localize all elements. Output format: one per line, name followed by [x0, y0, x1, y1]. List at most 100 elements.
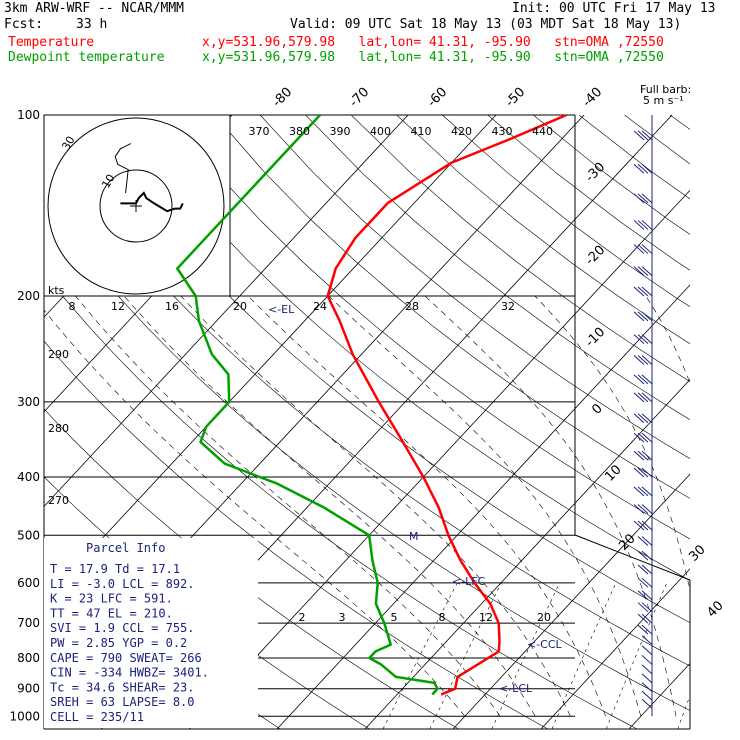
mixing-ratio-line [491, 582, 560, 729]
wind-barb [641, 635, 653, 645]
wind-barb [637, 244, 649, 254]
parcel-info-row: CELL = 235/11 [50, 710, 144, 724]
wind-barb [637, 520, 649, 531]
wind-barb [637, 467, 649, 478]
init-time: Init: 00 UTC Fri 17 May 13 [512, 1, 716, 16]
parcel-info-row: SREH = 63 LAPSE= 8.0 [50, 695, 195, 709]
theta-label-left: 290 [48, 348, 69, 361]
wind-barb [633, 392, 645, 403]
wind-barb [637, 334, 649, 344]
wind-barb [641, 311, 653, 322]
wind-barb [633, 266, 645, 277]
mixing-ratio-label: 5 [391, 611, 398, 624]
isotherm-line [276, 284, 690, 729]
wind-barb [641, 432, 653, 443]
wind-scale-label: 32 [501, 300, 515, 313]
wind-scale-label: 28 [405, 300, 419, 313]
pressure-label: 1000 [9, 709, 40, 723]
hodograph-ring-10 [99, 169, 173, 243]
wind-barb [641, 467, 653, 478]
wind-scale-label: 24 [313, 300, 327, 313]
wind-scale-label: kts [48, 284, 65, 297]
wind-barb [641, 664, 653, 675]
temperature-legend: Temperature [8, 35, 95, 50]
dry-adiabat [259, 115, 690, 460]
isotherm-label: -40 [580, 85, 606, 111]
theta-label: 410 [411, 125, 432, 138]
isotherm-label: -50 [503, 85, 529, 111]
isotherm-line [364, 378, 690, 729]
dry-adiabat [44, 340, 549, 729]
parcel-info-row: T = 17.9 Td = 17.1 [50, 562, 180, 576]
wind-barb [633, 193, 645, 204]
mixing-ratio-label: 12 [479, 611, 493, 624]
wind-barb [641, 130, 653, 141]
mixing-ratio-label: 8 [439, 611, 446, 624]
moist-adiabat [328, 295, 642, 717]
dewpoint-legend: Dewpoint temperature [8, 50, 165, 65]
wind-barb [641, 520, 653, 531]
wind-barb [637, 163, 649, 174]
wind-barb [641, 655, 653, 665]
wind-barb [633, 163, 645, 174]
valid-time: Valid: 09 UTC Sat 18 May 13 (03 MDT Sat … [290, 17, 682, 32]
dry-adiabat [442, 115, 690, 308]
temperature-location: x,y=531.96,579.98 lat,lon= 41.31, -95.90… [202, 35, 664, 50]
hodograph-trace-upper [114, 143, 132, 194]
wind-barb [637, 374, 649, 385]
theta-label-left: 270 [48, 494, 69, 507]
wind-barb [637, 355, 649, 365]
isotherm-label: 30 [686, 542, 708, 564]
forecast-label: Fcst: [4, 17, 44, 32]
wind-barb [641, 355, 653, 365]
pressure-label: 700 [17, 616, 40, 630]
wind-barb [633, 355, 645, 365]
parcel-info-title: Parcel Info [86, 541, 165, 555]
wind-barb [637, 536, 649, 546]
dry-adiabat [396, 115, 690, 345]
parcel-info-row: PW = 2.85 YGP = 0.2 [50, 636, 187, 650]
dry-adiabat [214, 115, 690, 499]
isotherm-label: 20 [616, 531, 638, 553]
pressure-label: 900 [17, 682, 40, 696]
theta-label: 380 [289, 125, 310, 138]
mixing-ratio-line [551, 582, 617, 729]
theta-label: 430 [492, 125, 513, 138]
wind-barb [633, 286, 645, 297]
wind-barb [633, 432, 645, 443]
wind-barb [641, 486, 653, 497]
isotherm-line [44, 115, 409, 508]
barb-legend-units: 5 m s⁻¹ [643, 94, 684, 107]
isotherm-label: 40 [704, 598, 726, 620]
wind-barb [637, 130, 649, 141]
theta-label: 420 [451, 125, 472, 138]
isotherm-label: -10 [583, 325, 609, 351]
wind-scale-label: 12 [111, 300, 125, 313]
moist-adiabat [247, 295, 606, 717]
wind-barb [633, 220, 645, 230]
wind-barb [633, 311, 645, 322]
moist-adiabat [424, 295, 677, 717]
wind-barb [633, 520, 645, 531]
wind-barb [641, 413, 653, 424]
parcel-info-box [44, 538, 258, 728]
parcel-info-row: LI = -3.0 LCL = 892. [50, 577, 195, 591]
wind-barb [637, 266, 649, 277]
wind-barb [641, 536, 653, 546]
pressure-label: 600 [17, 576, 40, 590]
isotherm-label: -30 [583, 160, 609, 186]
isotherm-label: 0 [589, 401, 605, 417]
wind-barb [641, 673, 653, 684]
wind-barb [637, 286, 649, 297]
wind-barb [633, 486, 645, 497]
dry-adiabat [350, 115, 690, 382]
wind-scale-label: 20 [233, 300, 247, 313]
hodograph-ring-30 [47, 117, 225, 295]
wind-barb [641, 682, 653, 693]
wind-barb [633, 413, 645, 424]
dry-adiabat [624, 115, 690, 165]
wind-barb [641, 613, 653, 624]
theta-label: 440 [532, 125, 553, 138]
wind-barb [633, 504, 645, 514]
pressure-label: 500 [17, 528, 40, 542]
